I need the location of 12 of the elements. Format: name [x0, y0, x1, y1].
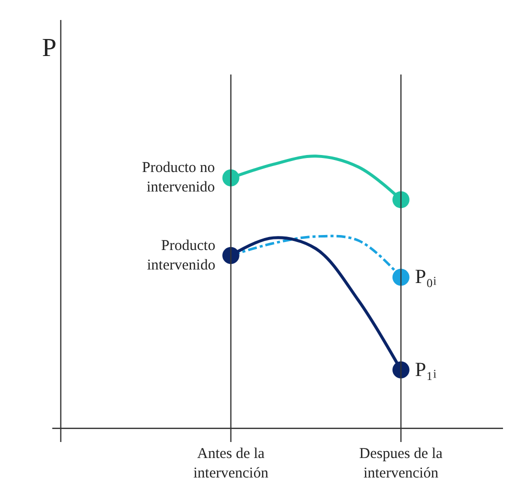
point	[222, 169, 240, 186]
point	[392, 191, 410, 208]
series-label: P₀ᵢ	[415, 266, 438, 288]
point	[222, 247, 240, 264]
series-label: Producto no intervenido	[142, 160, 215, 196]
x-tick-label: Despues de la intervención	[359, 446, 443, 482]
point	[392, 268, 410, 286]
point	[392, 361, 410, 378]
x-tick-label: Antes de la intervención	[193, 446, 269, 482]
series-label: Producto intervenido	[147, 238, 216, 274]
annotation: P₁ᵢ	[415, 359, 438, 381]
text: P	[42, 33, 56, 62]
